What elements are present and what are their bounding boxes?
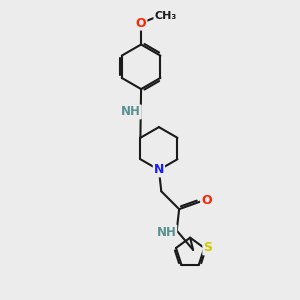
Text: S: S — [203, 242, 212, 254]
Text: O: O — [201, 194, 212, 207]
Text: NH: NH — [121, 106, 141, 118]
Text: N: N — [154, 164, 164, 176]
Text: NH: NH — [156, 226, 176, 238]
Text: CH₃: CH₃ — [154, 11, 177, 21]
Text: O: O — [136, 16, 146, 30]
